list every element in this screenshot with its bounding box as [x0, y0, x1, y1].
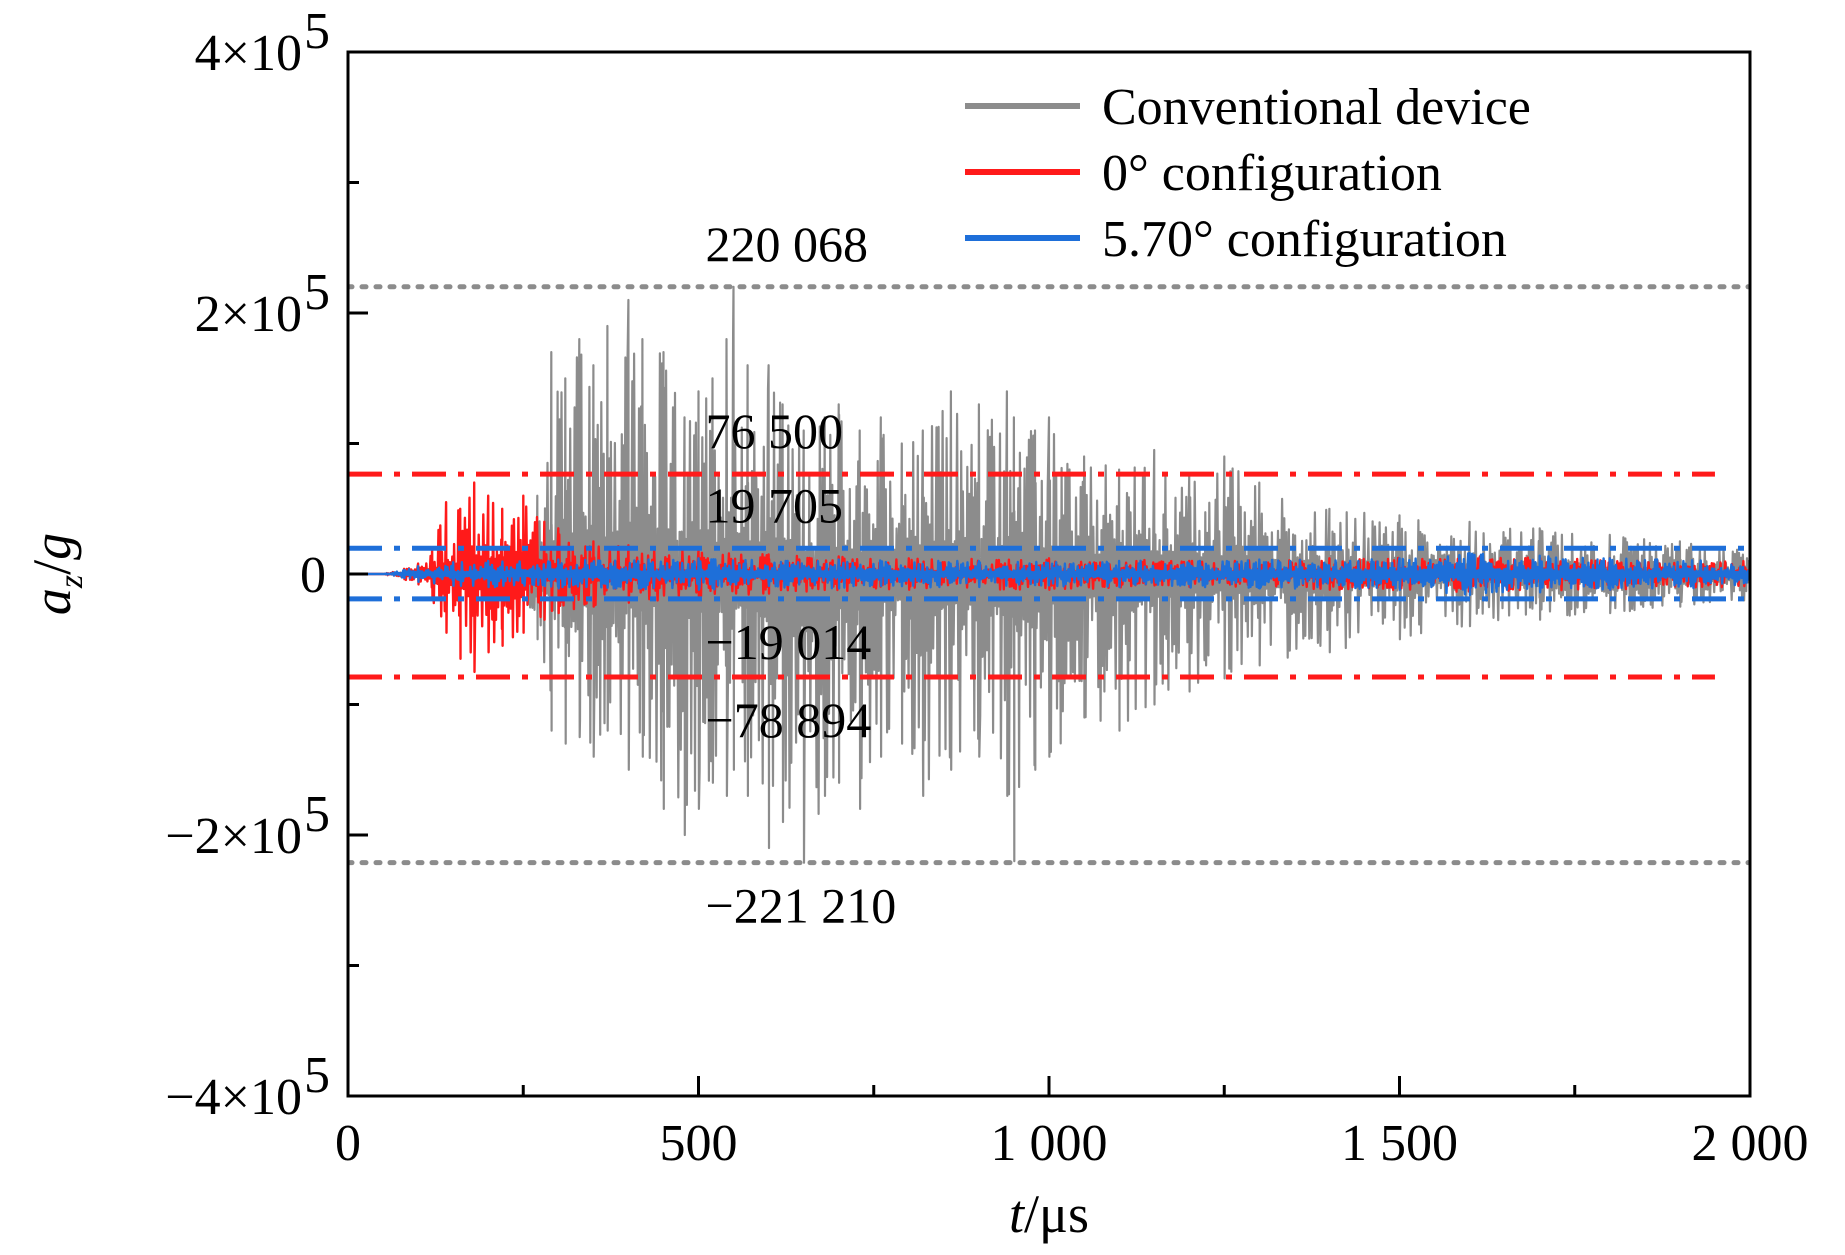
y-tick-exponent-0: 5	[304, 3, 330, 60]
x-tick-label-1: 500	[660, 1115, 738, 1172]
legend-label-2: 5.70° configuration	[1102, 211, 1507, 268]
y-tick-exponent-4: 5	[304, 1047, 330, 1104]
x-axis-label-var: t	[1009, 1184, 1026, 1244]
series-line-2	[348, 551, 1750, 597]
series-layer	[348, 285, 1750, 864]
y-axis-label: az/g	[22, 533, 90, 615]
x-tick-label-3: 1 500	[1341, 1115, 1458, 1172]
reference-label-5: −221 210	[706, 878, 897, 934]
legend: Conventional device 0° configuration 5.70°…	[965, 79, 1531, 268]
legend-label-0: Conventional device	[1102, 79, 1531, 136]
y-tick-label-0: 4×10	[195, 25, 302, 82]
reference-label-3: −19 014	[706, 614, 872, 670]
reference-label-2: 19 705	[706, 477, 844, 533]
reference-label-4: −78 894	[706, 692, 872, 748]
x-tick-label-4: 2 000	[1692, 1115, 1809, 1172]
y-tick-label-4: −4×10	[165, 1069, 302, 1126]
y-axis-label-sub: z	[53, 575, 90, 589]
y-tick-exponent-1: 5	[304, 264, 330, 321]
y-tick-label-1: 2×10	[195, 286, 302, 343]
y-axis-label-slash: /	[22, 560, 82, 575]
reference-label-0: 220 068	[706, 216, 869, 272]
reference-lines	[348, 284, 1750, 866]
y-tick-label-3: −2×10	[165, 808, 302, 865]
x-axis-label: t/μs	[1009, 1184, 1089, 1244]
x-tick-label-0: 0	[335, 1115, 361, 1172]
annotations: 220 068 76 500 19 705 −19 014 −78 894 −221 21…	[706, 216, 897, 934]
y-tick-label-2: 0	[300, 547, 326, 604]
x-axis-label-unit: /μs	[1024, 1184, 1089, 1244]
y-tick-exponent-3: 5	[304, 786, 330, 843]
y-axis-label-var: a	[22, 588, 82, 615]
reference-label-1: 76 500	[706, 403, 844, 459]
y-axis-label-unit: g	[22, 533, 82, 560]
x-tick-label-2: 1 000	[991, 1115, 1108, 1172]
legend-label-1: 0° configuration	[1102, 145, 1442, 202]
